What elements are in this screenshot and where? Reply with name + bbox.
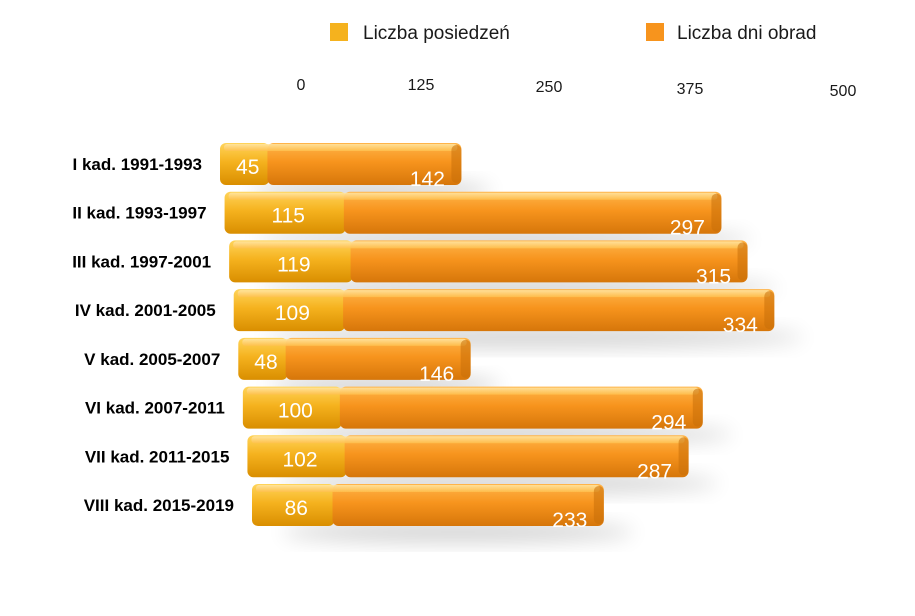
data-label-posiedzen: 109: [275, 302, 310, 325]
bar-highlight: [233, 241, 744, 249]
bar-iv-kad-2001-2005: 109 334: [233, 289, 775, 337]
bar-end-cap: [678, 437, 689, 476]
bar-highlight: [246, 387, 699, 395]
bar-v-kad-2005-2007: 48 146: [238, 337, 471, 386]
category-label: I kad. 1991-1993: [73, 155, 202, 174]
bar-segment-posiedzen: [238, 337, 288, 380]
x-tick-label: 375: [677, 81, 704, 98]
bar-highlight: [242, 338, 467, 346]
data-label-posiedzen: 48: [254, 351, 277, 374]
x-tick-label: 0: [297, 77, 306, 94]
bar-segment-dni-obrad: [350, 240, 748, 283]
bar-segment-posiedzen: [233, 289, 346, 332]
bar-highlight: [237, 290, 771, 298]
category-label: VII kad. 2011-2015: [85, 447, 230, 466]
bar-end-cap: [593, 486, 604, 524]
bar-segment-posiedzen: [247, 435, 347, 478]
category-labels: VIII kad. 2015-2019 VII kad. 2011-2015 VI …: [72, 155, 234, 515]
bar-ii-kad-1993-1997: 115 297: [224, 191, 722, 240]
category-label: VI kad. 2007-2011: [85, 399, 225, 418]
bar-segment-posiedzen: [242, 386, 342, 429]
data-label-posiedzen: 119: [277, 253, 310, 276]
bar-i-kad-1991-1993: 45 142: [220, 143, 462, 191]
legend-swatch-1: [330, 23, 348, 41]
data-label-posiedzen: 102: [283, 448, 318, 471]
data-label-dni-obrad: 315: [696, 265, 731, 288]
data-label-posiedzen: 45: [236, 156, 259, 179]
x-tick-label: 125: [408, 77, 435, 94]
bar-segment-posiedzen: [224, 191, 346, 234]
bar-segment-posiedzen: [252, 484, 335, 526]
bar-end-cap: [737, 242, 748, 281]
bar-highlight: [224, 144, 458, 151]
bar-vi-kad-2007-2011: 100 294: [242, 386, 703, 435]
data-label-posiedzen: 115: [271, 205, 304, 228]
bar-iii-kad-1997-2001: 119 315: [229, 240, 748, 288]
category-label: IV kad. 2001-2005: [75, 301, 216, 320]
bar-segment-dni-obrad: [344, 435, 689, 478]
bar-end-cap: [764, 291, 775, 330]
bar-segment-dni-obrad: [332, 484, 604, 526]
bar-end-cap: [451, 145, 462, 183]
category-label: V kad. 2005-2007: [84, 350, 220, 369]
legend-label-1: Liczba posiedzeń: [363, 23, 510, 44]
bar-end-cap: [711, 193, 722, 232]
category-label: VIII kad. 2015-2019: [84, 496, 234, 515]
bar-segment-dni-obrad: [285, 337, 471, 380]
data-label-dni-obrad: 146: [419, 363, 454, 386]
bar-segment-dni-obrad: [343, 289, 775, 332]
bar-highlight: [251, 436, 685, 444]
data-label-dni-obrad: 287: [637, 460, 672, 483]
x-tick-label: 250: [536, 79, 563, 96]
x-axis: 0 125 250 375 500: [297, 77, 857, 100]
legend-swatch-2: [646, 23, 664, 41]
bar-segment-posiedzen: [220, 143, 270, 185]
bar-segment-posiedzen: [229, 240, 353, 283]
bar-highlight: [228, 192, 718, 200]
legend: Liczba posiedzeń Liczba dni obrad: [330, 23, 816, 44]
data-label-dni-obrad: 297: [670, 217, 705, 240]
bar-segment-dni-obrad: [267, 143, 462, 185]
data-label-dni-obrad: 334: [723, 314, 758, 337]
bar-end-cap: [692, 388, 703, 427]
bar-vii-kad-2011-2015: 102 287: [247, 435, 689, 483]
data-label-posiedzen: 86: [285, 497, 308, 520]
bar-end-cap: [460, 339, 471, 378]
data-label-posiedzen: 100: [278, 400, 313, 423]
x-tick-label: 500: [830, 83, 857, 100]
bar-viii-kad-2015-2019: 86 233: [252, 484, 604, 532]
category-label: III kad. 1997-2001: [72, 252, 211, 271]
data-label-dni-obrad: 142: [410, 168, 445, 191]
bar-highlight: [256, 485, 600, 492]
bars: 86 233 102 287 100 294 48 146 109 334 119 315 115 297…: [220, 143, 775, 532]
data-label-dni-obrad: 233: [552, 509, 587, 532]
category-label: II kad. 1993-1997: [72, 204, 206, 223]
bar-segment-dni-obrad: [343, 191, 722, 234]
bar-segment-dni-obrad: [339, 386, 703, 429]
data-label-dni-obrad: 294: [651, 412, 686, 435]
legend-label-2: Liczba dni obrad: [677, 23, 816, 44]
bar-shadow: [282, 522, 634, 542]
